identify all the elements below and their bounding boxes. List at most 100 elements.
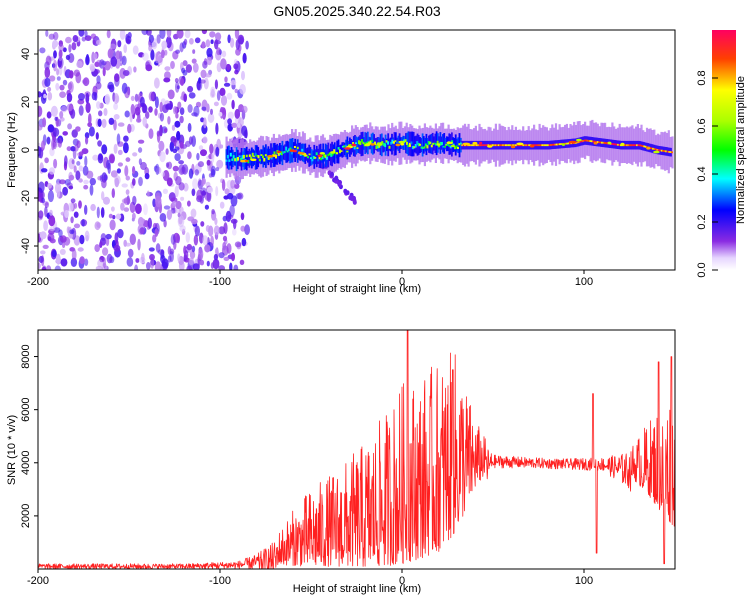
spectrogram-noise-blob: [67, 82, 73, 91]
spectrogram-hot-spot: [365, 143, 371, 146]
spectrogram-noise-blob: [52, 140, 57, 150]
spectrogram-band-core: [457, 137, 460, 153]
spectrogram-noise-blob: [53, 158, 58, 169]
spectrogram-band-streak: [500, 144, 503, 147]
spectrogram-band-streak: [391, 139, 394, 144]
spectrogram-noise-blob: [137, 216, 144, 227]
spectrogram-band-streak: [588, 140, 590, 142]
spectrogram-band-streak: [360, 139, 363, 143]
spectrogram-noise-blob: [129, 233, 136, 245]
spectrogram-noise-blob: [158, 249, 165, 255]
spectrogram-tail-blob: [334, 175, 339, 181]
spectrogram-band-streak: [467, 144, 470, 147]
spectrogram-noise-blob: [92, 39, 96, 45]
spectrogram-noise-blob: [188, 136, 193, 145]
spectrogram-band-streak: [371, 139, 374, 142]
spectrogram-band-core: [341, 142, 344, 158]
spectrogram-noise-blob: [171, 124, 176, 131]
spectrogram-noise-blob: [213, 225, 220, 236]
spectrogram-band-streak: [404, 139, 407, 143]
spectrogram-noise-blob: [96, 75, 101, 84]
spectrogram-band-core: [355, 136, 358, 155]
spectrogram-band-streak: [669, 151, 672, 153]
spectrogram-noise-blob: [224, 188, 230, 195]
spectrogram-band-core: [430, 134, 433, 154]
spectrogram-band-streak: [392, 141, 395, 144]
spectrogram-noise-blob: [190, 208, 197, 218]
spectrogram-band-streak: [465, 144, 468, 147]
spectrogram-noise-blob: [132, 195, 137, 206]
spectrogram-band-streak: [388, 145, 391, 149]
spectrogram-noise-blob: [69, 70, 74, 79]
spectrogram-noise-blob: [117, 228, 124, 239]
spectrogram-noise-blob: [75, 126, 81, 132]
spectrogram-band-core: [449, 134, 452, 155]
spectrogram-noise-blob: [97, 118, 102, 128]
spectrogram-noise-blob: [148, 106, 153, 113]
colorbar-ticks: 0.0 0.2 0.4 0.6 0.8: [696, 70, 718, 278]
spectrogram-band-streak: [270, 156, 273, 160]
spectrogram-noise-blob: [102, 247, 109, 256]
spectrogram-noise-blob: [113, 114, 120, 120]
spectrogram-noise-blob: [98, 110, 103, 117]
spectrogram-noise-blob: [201, 41, 206, 49]
spectrogram-noise-blob: [43, 93, 47, 99]
spectrogram-noise-blob: [70, 216, 74, 224]
spectrogram-band-streak: [499, 144, 502, 147]
spectrogram-noise-blob: [205, 39, 211, 48]
spectrogram-noise-blob: [125, 157, 131, 162]
spectrogram-noise-blob: [164, 71, 171, 80]
figure-title: GN05.2025.340.22.54.R03: [273, 3, 441, 19]
spectrogram-band-streak: [353, 146, 356, 150]
spectrogram-noise-blob: [67, 202, 74, 212]
spectrogram-band-streak: [333, 149, 336, 153]
spectrogram-band-streak: [652, 147, 655, 150]
spectrogram-noise-blob: [230, 37, 235, 48]
spectrogram-noise-blob: [235, 48, 241, 56]
spectrogram-noise-blob: [233, 264, 239, 270]
spectrogram-band-streak: [318, 156, 321, 160]
spectrogram-noise-blob: [100, 207, 105, 218]
spectrogram-noise-blob: [148, 128, 154, 139]
spectrogram-x-tick-label: -100: [209, 276, 231, 288]
spectrogram-noise-blob: [92, 154, 99, 161]
spectrogram-band-core: [456, 138, 458, 152]
spectrogram-band-streak: [419, 143, 422, 146]
spectrogram-band-streak: [226, 154, 229, 159]
spectrogram-noise-blob: [178, 215, 183, 225]
spectrogram-noise-blob: [237, 133, 243, 138]
spectrogram-noise-blob: [108, 117, 115, 125]
spectrogram-noise-blob: [85, 102, 91, 114]
spectrogram-noise-blob: [38, 262, 41, 269]
spectrogram-noise-blob: [94, 244, 100, 253]
spectrogram-band-core: [230, 147, 233, 170]
spectrogram-noise-blob: [210, 39, 214, 44]
spectrogram-noise-blob: [215, 32, 222, 41]
spectrogram-noise-blob: [55, 138, 61, 143]
spectrogram-noise-blob: [52, 40, 59, 48]
spectrogram-noise-blob: [57, 186, 60, 199]
spectrogram-band-core: [337, 139, 340, 164]
spectrogram-band-streak: [596, 141, 599, 143]
spectrogram-band-streak: [417, 142, 420, 147]
spectrogram-noise-blob: [156, 131, 161, 143]
spectrogram-noise-blob: [49, 209, 53, 216]
spectrogram-noise-blob: [66, 103, 74, 112]
spectrogram-noise-blob: [206, 260, 210, 267]
spectrogram-band-core: [422, 136, 425, 154]
spectrogram-band-streak: [384, 143, 387, 148]
snr-x-tick-label: -200: [27, 575, 49, 587]
spectrogram-band-core: [309, 147, 312, 166]
spectrogram-noise-blob: [94, 221, 101, 231]
spectrogram-noise-blob: [231, 252, 235, 262]
spectrogram-band-core: [285, 141, 288, 163]
spectrogram-noise-blob: [44, 67, 51, 79]
spectrogram-noise-blob: [134, 106, 141, 116]
spectrogram-hot-spot: [240, 159, 246, 163]
spectrogram-noise-blob: [187, 85, 194, 93]
spectrogram-noise-blob: [42, 265, 47, 270]
spectrogram-band-streak: [547, 144, 550, 147]
spectrogram-band-streak: [604, 142, 606, 144]
spectrogram-noise-blob: [148, 91, 155, 102]
spectrogram-noise-blob: [210, 108, 213, 115]
